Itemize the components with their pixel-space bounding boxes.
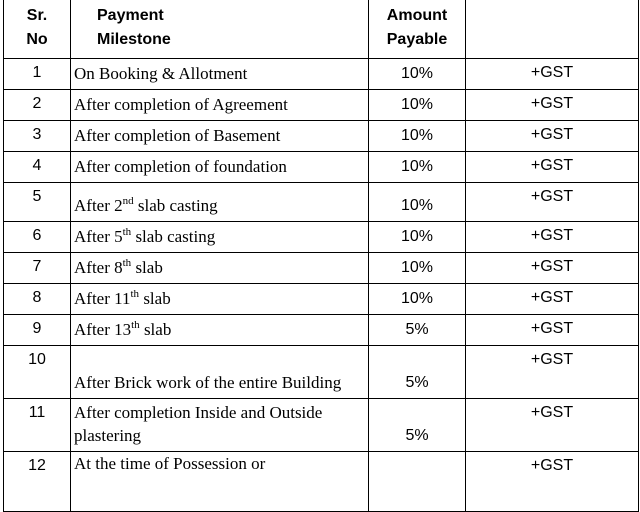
milestone-text: After 11 [74,289,131,308]
percent: 10% [368,182,466,222]
milestone: After 13th slab [70,314,369,346]
percent: 5% [368,314,466,346]
milestone-text: After 2 [74,196,123,215]
milestone: After Brick work of the entire Building [70,345,369,399]
milestone: After 8th slab [70,252,369,284]
milestone-text: slab casting [131,227,216,246]
table-row: 6 After 5th slab casting 10% +GST [3,221,639,253]
gst: +GST [465,58,639,90]
sr-no: 8 [3,283,71,315]
milestone: After completion Inside and Outside plas… [70,398,369,452]
milestone: After 11th slab [70,283,369,315]
milestone-text: After 5 [74,227,123,246]
table-row: 5 After 2nd slab casting 10% +GST [3,182,639,222]
milestone-text: After Brick work of the entire Building [74,373,342,392]
header-cell: Sr. No [3,0,71,59]
gst: +GST [465,252,639,284]
milestone-text: After 13 [74,320,132,339]
percent: 10% [368,58,466,90]
table-body: 1 On Booking & Allotment 10% +GST 2 After com… [3,58,639,512]
payment-table: Sr. No Payment Milestone % of Amount Pay… [3,0,639,512]
milestone-sup: th [122,226,132,238]
gst: +GST [465,283,639,315]
header-cell: % of Amount Payable [368,0,466,59]
sr-no: 3 [3,120,71,152]
milestone: After completion of Agreement [70,89,369,121]
sr-no: 4 [3,151,71,183]
sr-no: 12 [3,451,71,512]
percent: 10% [368,283,466,315]
milestone: On Booking & Allotment [70,58,369,90]
sr-no: 2 [3,89,71,121]
table-row: 11 After completion Inside and Outside pl… [3,398,639,452]
milestone: After 2nd slab casting [70,182,369,222]
milestone-text: After 8 [74,258,123,277]
milestone-text: At the time of Possession or [74,454,266,473]
milestone: After 5th slab casting [70,221,369,253]
percent: 5% [368,345,466,399]
gst: +GST [465,221,639,253]
gst: +GST [465,120,639,152]
sr-no: 5 [3,182,71,222]
percent: 5% [368,398,466,452]
page: Sr. No Payment Milestone % of Amount Pay… [3,0,639,512]
header-cell: Payment Milestone [70,0,369,59]
milestone: After completion of Basement [70,120,369,152]
milestone-sup: nd [122,195,134,207]
percent: 10% [368,89,466,121]
table-row: 1 On Booking & Allotment 10% +GST [3,58,639,90]
milestone-text: slab [139,289,171,308]
percent: 10% [368,221,466,253]
sr-no: 11 [3,398,71,452]
gst: +GST [465,89,639,121]
header-cell [465,0,639,59]
sr-no: 1 [3,58,71,90]
sr-no: 9 [3,314,71,346]
gst: +GST [465,345,639,399]
milestone-text: On Booking & Allotment [74,64,248,83]
milestone-sup: th [122,257,132,269]
milestone-sup: th [130,288,140,300]
table-row: 8 After 11th slab 10% +GST [3,283,639,315]
milestone-text: After completion of Agreement [74,95,288,114]
milestone: After completion of foundation [70,151,369,183]
table-row: 3 After completion of Basement 10% +GST [3,120,639,152]
table-row: 2 After completion of Agreement 10% +GST [3,89,639,121]
gst: +GST [465,151,639,183]
gst: +GST [465,314,639,346]
milestone-text: After completion of foundation [74,157,287,176]
percent [368,451,466,512]
table-row: 10 After Brick work of the entire Buildin… [3,345,639,399]
gst: +GST [465,451,639,512]
table-row: 9 After 13th slab 5% +GST [3,314,639,346]
milestone-text: slab [139,320,172,339]
percent: 10% [368,151,466,183]
gst: +GST [465,398,639,452]
milestone-text: slab casting [133,196,218,215]
percent: 10% [368,120,466,152]
milestone: At the time of Possession or [70,451,369,512]
header-row: Sr. No Payment Milestone % of Amount Pay… [3,0,639,59]
gst: +GST [465,182,639,222]
table-row: 12 At the time of Possession or +GST [3,451,639,512]
sr-no: 6 [3,221,71,253]
milestone-sup: th [131,319,140,331]
sr-no: 7 [3,252,71,284]
milestone-text: After completion Inside and Outside plas… [74,403,323,445]
table-row: 7 After 8th slab 10% +GST [3,252,639,284]
sr-no: 10 [3,345,71,399]
table-row: 4 After completion of foundation 10% +GST [3,151,639,183]
milestone-text: After completion of Basement [74,126,281,145]
percent: 10% [368,252,466,284]
milestone-text: slab [131,258,163,277]
